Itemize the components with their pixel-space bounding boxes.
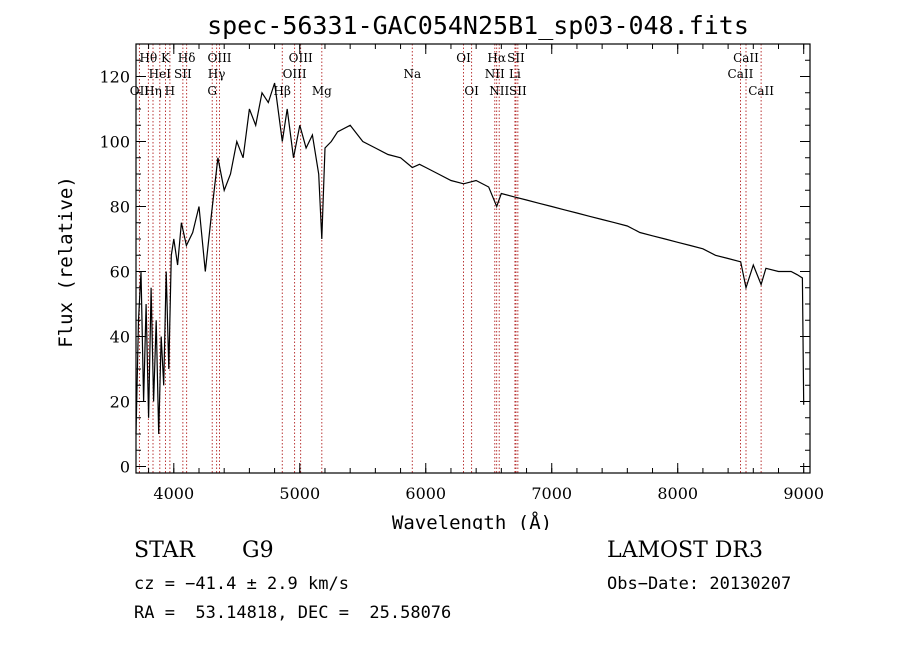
line-marker-label: Hδ — [178, 51, 196, 65]
coordinates-readout: RA = 53.14818, DEC = 25.58076 — [134, 603, 452, 623]
y-tick-label: 60 — [110, 263, 130, 282]
emission-line-markers — [138, 44, 762, 473]
x-tick-label: 8000 — [657, 484, 698, 503]
spectral-subclass: G9 — [242, 538, 274, 563]
line-marker-label: SII — [507, 51, 525, 65]
spectrum-line — [135, 82, 805, 435]
line-marker-label: Li — [509, 67, 521, 81]
y-tick-label: 20 — [110, 393, 130, 412]
y-axis-ticks: 0 20 40 60 80 100 120 — [99, 59, 810, 477]
line-marker-label: NII — [485, 67, 505, 81]
y-tick-label: 120 — [99, 68, 130, 87]
survey-name: LAMOST DR3 — [607, 538, 763, 563]
emission-line-labels: Hδ Hγ OII Hθ Hη HeI K H SII G OIII Hβ OIII OIII Mg Na OI… — [130, 51, 775, 98]
line-marker-label: H — [165, 84, 175, 98]
line-marker-label: CaII — [748, 84, 774, 98]
x-axis-label: Wavelength (Å) — [392, 511, 552, 530]
redshift-readout: cz = −41.4 ± 2.9 km/s — [134, 574, 349, 594]
line-marker-label: OIII — [289, 51, 313, 65]
line-marker-label: CaII — [728, 67, 754, 81]
object-type: STAR — [134, 538, 195, 563]
line-marker-label: HeI — [149, 67, 172, 81]
line-marker-label: NII — [489, 84, 509, 98]
line-marker-label: Hθ — [139, 51, 157, 65]
y-tick-label: 40 — [110, 328, 130, 347]
line-marker-label: CaII — [733, 51, 759, 65]
x-tick-label: 5000 — [279, 484, 320, 503]
line-marker-label: SII — [509, 84, 527, 98]
x-tick-label: 4000 — [153, 484, 194, 503]
line-marker-label: OIII — [207, 51, 231, 65]
line-marker-label: SII — [174, 67, 192, 81]
y-tick-label: 80 — [110, 198, 130, 217]
line-marker-label: K — [161, 51, 171, 65]
line-marker-label: Hη — [144, 84, 162, 98]
line-marker-label: Hβ — [274, 84, 291, 98]
line-marker-label: Hα — [487, 51, 506, 65]
y-tick-label: 0 — [120, 458, 130, 477]
x-axis-ticks: 4000 5000 6000 7000 8000 9000 — [148, 44, 824, 503]
x-tick-label: 6000 — [405, 484, 446, 503]
spectrum-chart: spec-56331-GAC054N25B1_sp03-048.fits HδH… — [55, 11, 824, 530]
line-marker-label: G — [207, 84, 217, 98]
line-marker-label: OI — [464, 84, 479, 98]
plot-frame — [135, 43, 811, 474]
x-tick-label: 9000 — [783, 484, 824, 503]
y-axis-label: Flux (relative) — [55, 176, 77, 348]
line-marker-label: Na — [403, 67, 421, 81]
chart-title: spec-56331-GAC054N25B1_sp03-048.fits — [207, 11, 749, 40]
observation-date: Obs−Date: 20130207 — [607, 574, 792, 594]
x-tick-label: 7000 — [531, 484, 572, 503]
line-marker-label: OIII — [283, 67, 307, 81]
line-marker-label: Hγ — [208, 67, 226, 81]
line-marker-label: OII — [130, 84, 150, 98]
line-marker-label: Mg — [312, 84, 332, 98]
y-tick-label: 100 — [99, 133, 130, 152]
line-marker-label: OI — [456, 51, 471, 65]
